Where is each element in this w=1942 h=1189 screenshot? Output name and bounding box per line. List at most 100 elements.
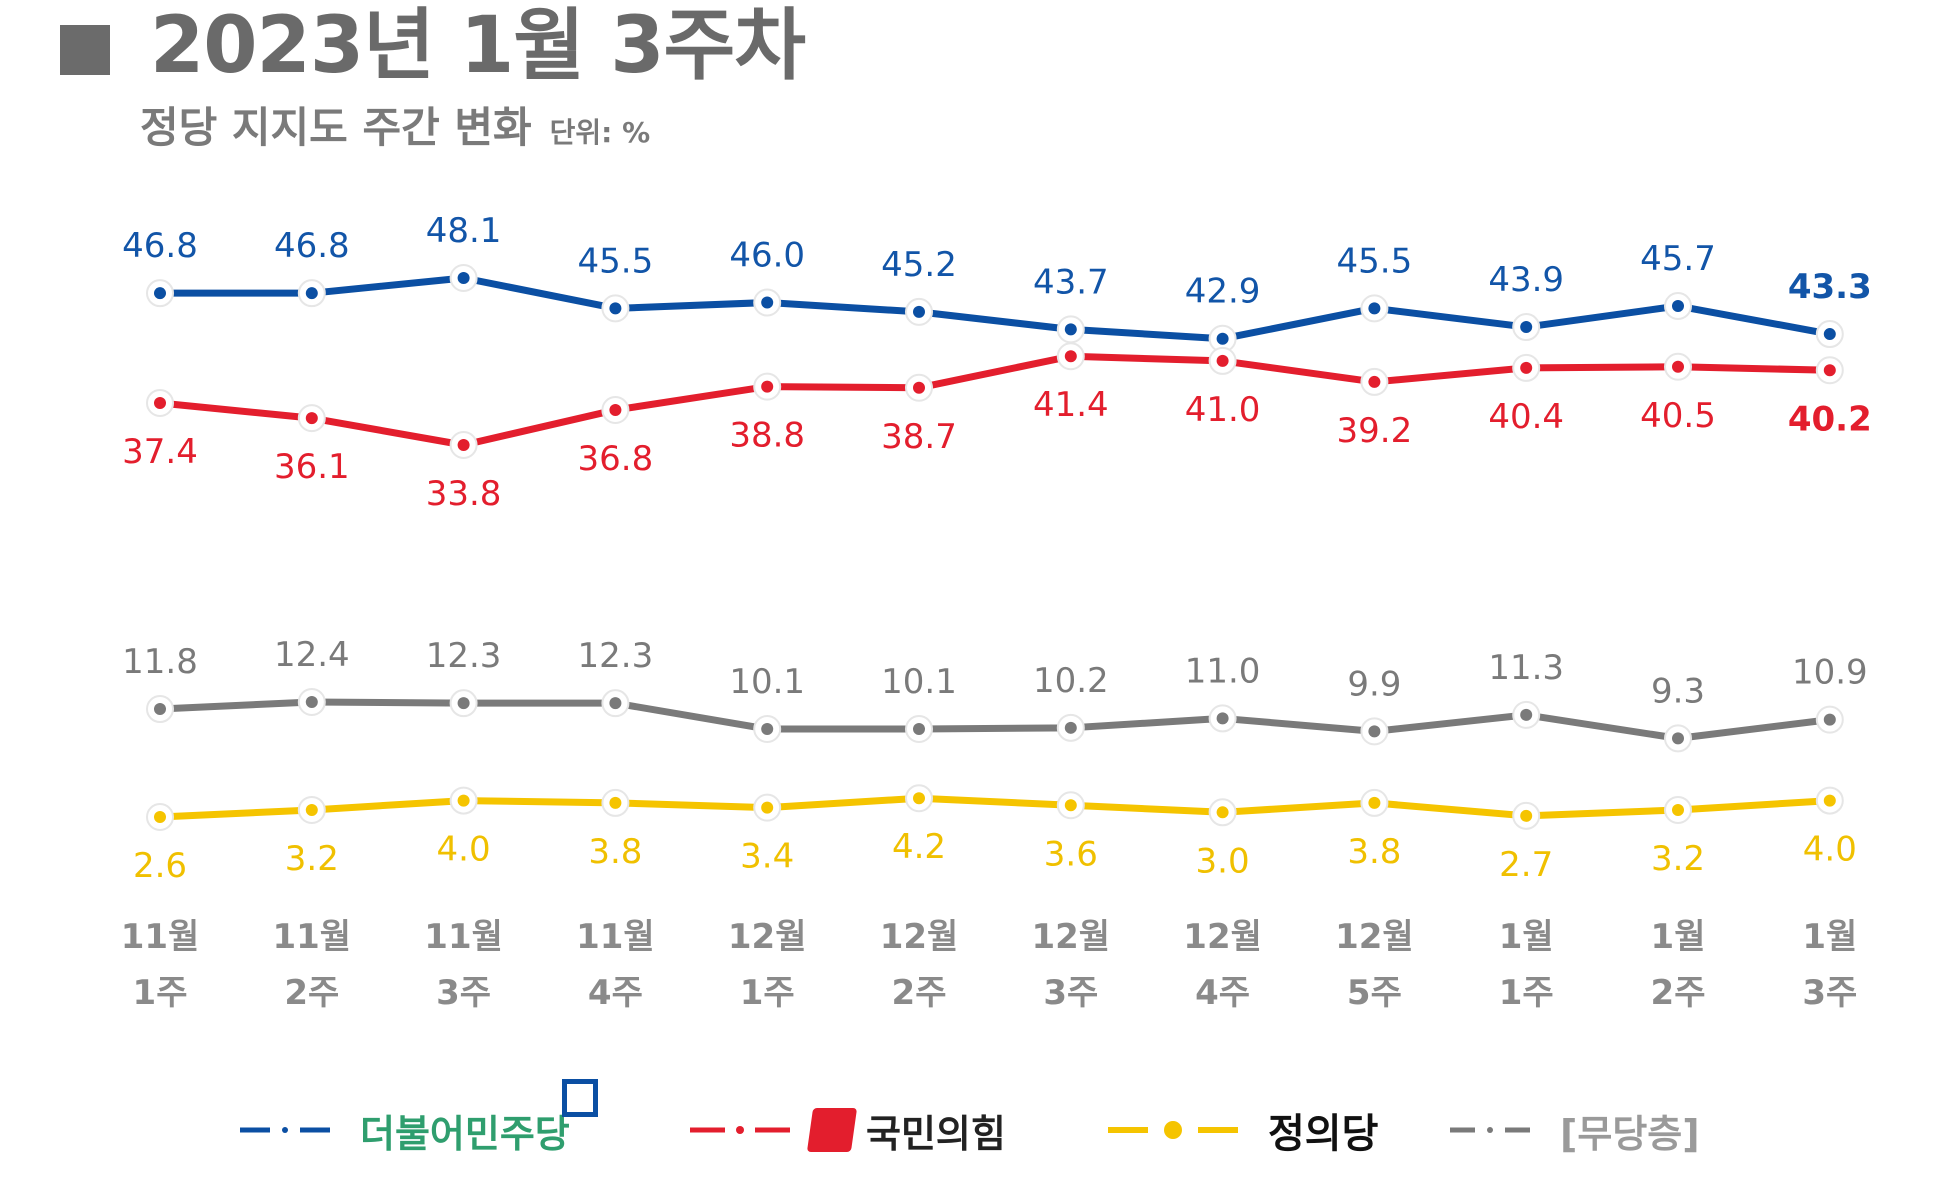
chart-subtitle: 정당 지지도 주간 변화	[140, 103, 532, 152]
legend-line-justice-icon	[1108, 1121, 1238, 1139]
data-label-democratic: 45.2	[881, 245, 957, 285]
data-label-justice: 3.2	[285, 839, 339, 879]
data-point-independent	[913, 722, 925, 735]
legend-label-independent: [무당층]	[1560, 1111, 1700, 1156]
data-point-ppp	[1368, 375, 1381, 388]
data-point-democratic	[609, 302, 622, 315]
data-label-independent: 12.3	[426, 636, 502, 676]
unit-label: 단위: %	[549, 116, 651, 149]
x-tick-label: 3주	[1802, 973, 1857, 1013]
x-tick-label: 11월	[272, 917, 351, 957]
legend: 더불어민주당 국민의힘 정의당 [무당층]	[0, 1079, 1942, 1180]
data-point-justice	[305, 803, 318, 816]
line-chart: 46.8 46.8 48.1 45.5 46.0 45.2 43.7 42.9 45.5 43.9…	[121, 211, 1872, 1013]
x-tick-label: 2주	[1651, 973, 1706, 1013]
x-tick-label: 12월	[1183, 917, 1262, 957]
data-point-justice	[1064, 799, 1077, 812]
data-label-democratic: 42.9	[1185, 272, 1261, 312]
x-tick-label: 3주	[1043, 973, 1098, 1013]
data-point-ppp	[609, 403, 622, 416]
data-point-democratic	[1064, 323, 1077, 336]
data-point-justice	[1216, 806, 1229, 819]
legend-line-independent-icon	[1450, 1127, 1530, 1133]
data-point-ppp	[154, 396, 166, 409]
x-tick-label: 1월	[1651, 917, 1706, 957]
data-label-justice: 4.2	[892, 827, 946, 867]
data-point-independent	[1823, 713, 1836, 726]
data-point-ppp	[913, 381, 925, 394]
data-label-democratic: 48.1	[426, 211, 502, 251]
legend-item-justice: 정의당	[1108, 1080, 1378, 1180]
data-point-justice	[1520, 809, 1533, 822]
data-label-ppp: 40.4	[1488, 397, 1564, 437]
data-point-ppp	[1823, 364, 1836, 377]
data-point-independent	[1216, 712, 1229, 725]
data-label-democratic: 43.9	[1488, 260, 1564, 300]
x-tick-label: 12월	[728, 917, 807, 957]
series-line-independent	[156, 698, 1834, 742]
legend-line-ppp-icon	[690, 1126, 790, 1134]
legend-line-democratic-icon	[240, 1127, 330, 1133]
x-tick-label: 4주	[1195, 973, 1250, 1013]
data-point-democratic	[1823, 328, 1836, 341]
data-label-independent: 10.2	[1033, 661, 1109, 701]
data-label-justice: 2.7	[1499, 845, 1553, 885]
data-label-ppp: 41.4	[1033, 385, 1109, 425]
x-tick-label: 12월	[1031, 917, 1110, 957]
data-label-independent: 12.3	[578, 636, 654, 676]
data-point-justice	[154, 811, 166, 823]
data-label-independent: 12.4	[274, 635, 350, 675]
data-label-justice: 3.2	[1651, 839, 1705, 879]
data-point-democratic	[154, 287, 166, 300]
data-label-ppp: 36.1	[274, 447, 350, 487]
data-point-ppp	[457, 439, 470, 451]
data-label-ppp: 41.0	[1185, 390, 1261, 430]
data-label-independent: 9.3	[1651, 671, 1705, 711]
data-point-justice	[1672, 803, 1684, 816]
series-line-democratic	[156, 274, 1834, 343]
x-tick-label: 1월	[1802, 917, 1857, 957]
data-point-justice	[457, 794, 470, 807]
x-tick-label: 12월	[880, 917, 959, 957]
data-label-ppp: 33.8	[426, 474, 502, 514]
x-tick-label: 3주	[436, 973, 491, 1013]
data-point-democratic	[457, 272, 470, 284]
data-point-ppp	[305, 412, 318, 425]
data-point-independent	[1368, 725, 1381, 738]
data-label-justice: 3.4	[740, 837, 794, 877]
data-point-justice	[913, 792, 925, 805]
chart-title: 2023년 1월 3주차	[150, 1, 806, 91]
x-tick-label: 1월	[1499, 917, 1554, 957]
x-tick-label: 11월	[121, 917, 200, 957]
data-label-democratic: 45.5	[1337, 241, 1413, 281]
series-line-justice	[156, 794, 1834, 821]
data-label-justice: 3.6	[1044, 834, 1098, 874]
legend-item-ppp: 국민의힘	[690, 1080, 1006, 1180]
data-point-justice	[609, 796, 622, 809]
legend-item-democratic: 더불어민주당	[240, 1079, 598, 1180]
data-label-independent: 11.8	[122, 642, 198, 682]
x-tick-label: 4주	[588, 973, 643, 1013]
data-point-ppp	[1672, 360, 1684, 373]
data-label-justice: 2.6	[133, 846, 187, 886]
legend-label-justice: 정의당	[1268, 1111, 1379, 1157]
x-tick-label: 11월	[576, 917, 655, 957]
data-label-justice: 4.0	[1803, 830, 1857, 870]
data-label-democratic: 46.8	[122, 226, 198, 266]
democratic-logo-icon	[561, 1079, 598, 1117]
data-label-democratic: 45.5	[578, 241, 654, 281]
data-label-justice: 3.8	[588, 832, 642, 872]
data-label-democratic: 46.8	[274, 226, 350, 266]
x-tick-label: 1주	[133, 973, 188, 1013]
data-label-democratic: 43.7	[1033, 262, 1109, 302]
data-label-independent: 10.9	[1792, 653, 1868, 693]
data-point-democratic	[1216, 332, 1229, 345]
data-label-ppp: 36.8	[578, 439, 654, 479]
data-point-ppp	[1520, 361, 1533, 374]
title-square-icon	[60, 24, 110, 75]
data-point-democratic	[1520, 321, 1533, 334]
ppp-logo-icon	[806, 1108, 858, 1152]
data-label-democratic: 45.7	[1640, 239, 1716, 279]
data-point-independent	[305, 696, 318, 708]
data-label-independent: 10.1	[881, 662, 957, 702]
